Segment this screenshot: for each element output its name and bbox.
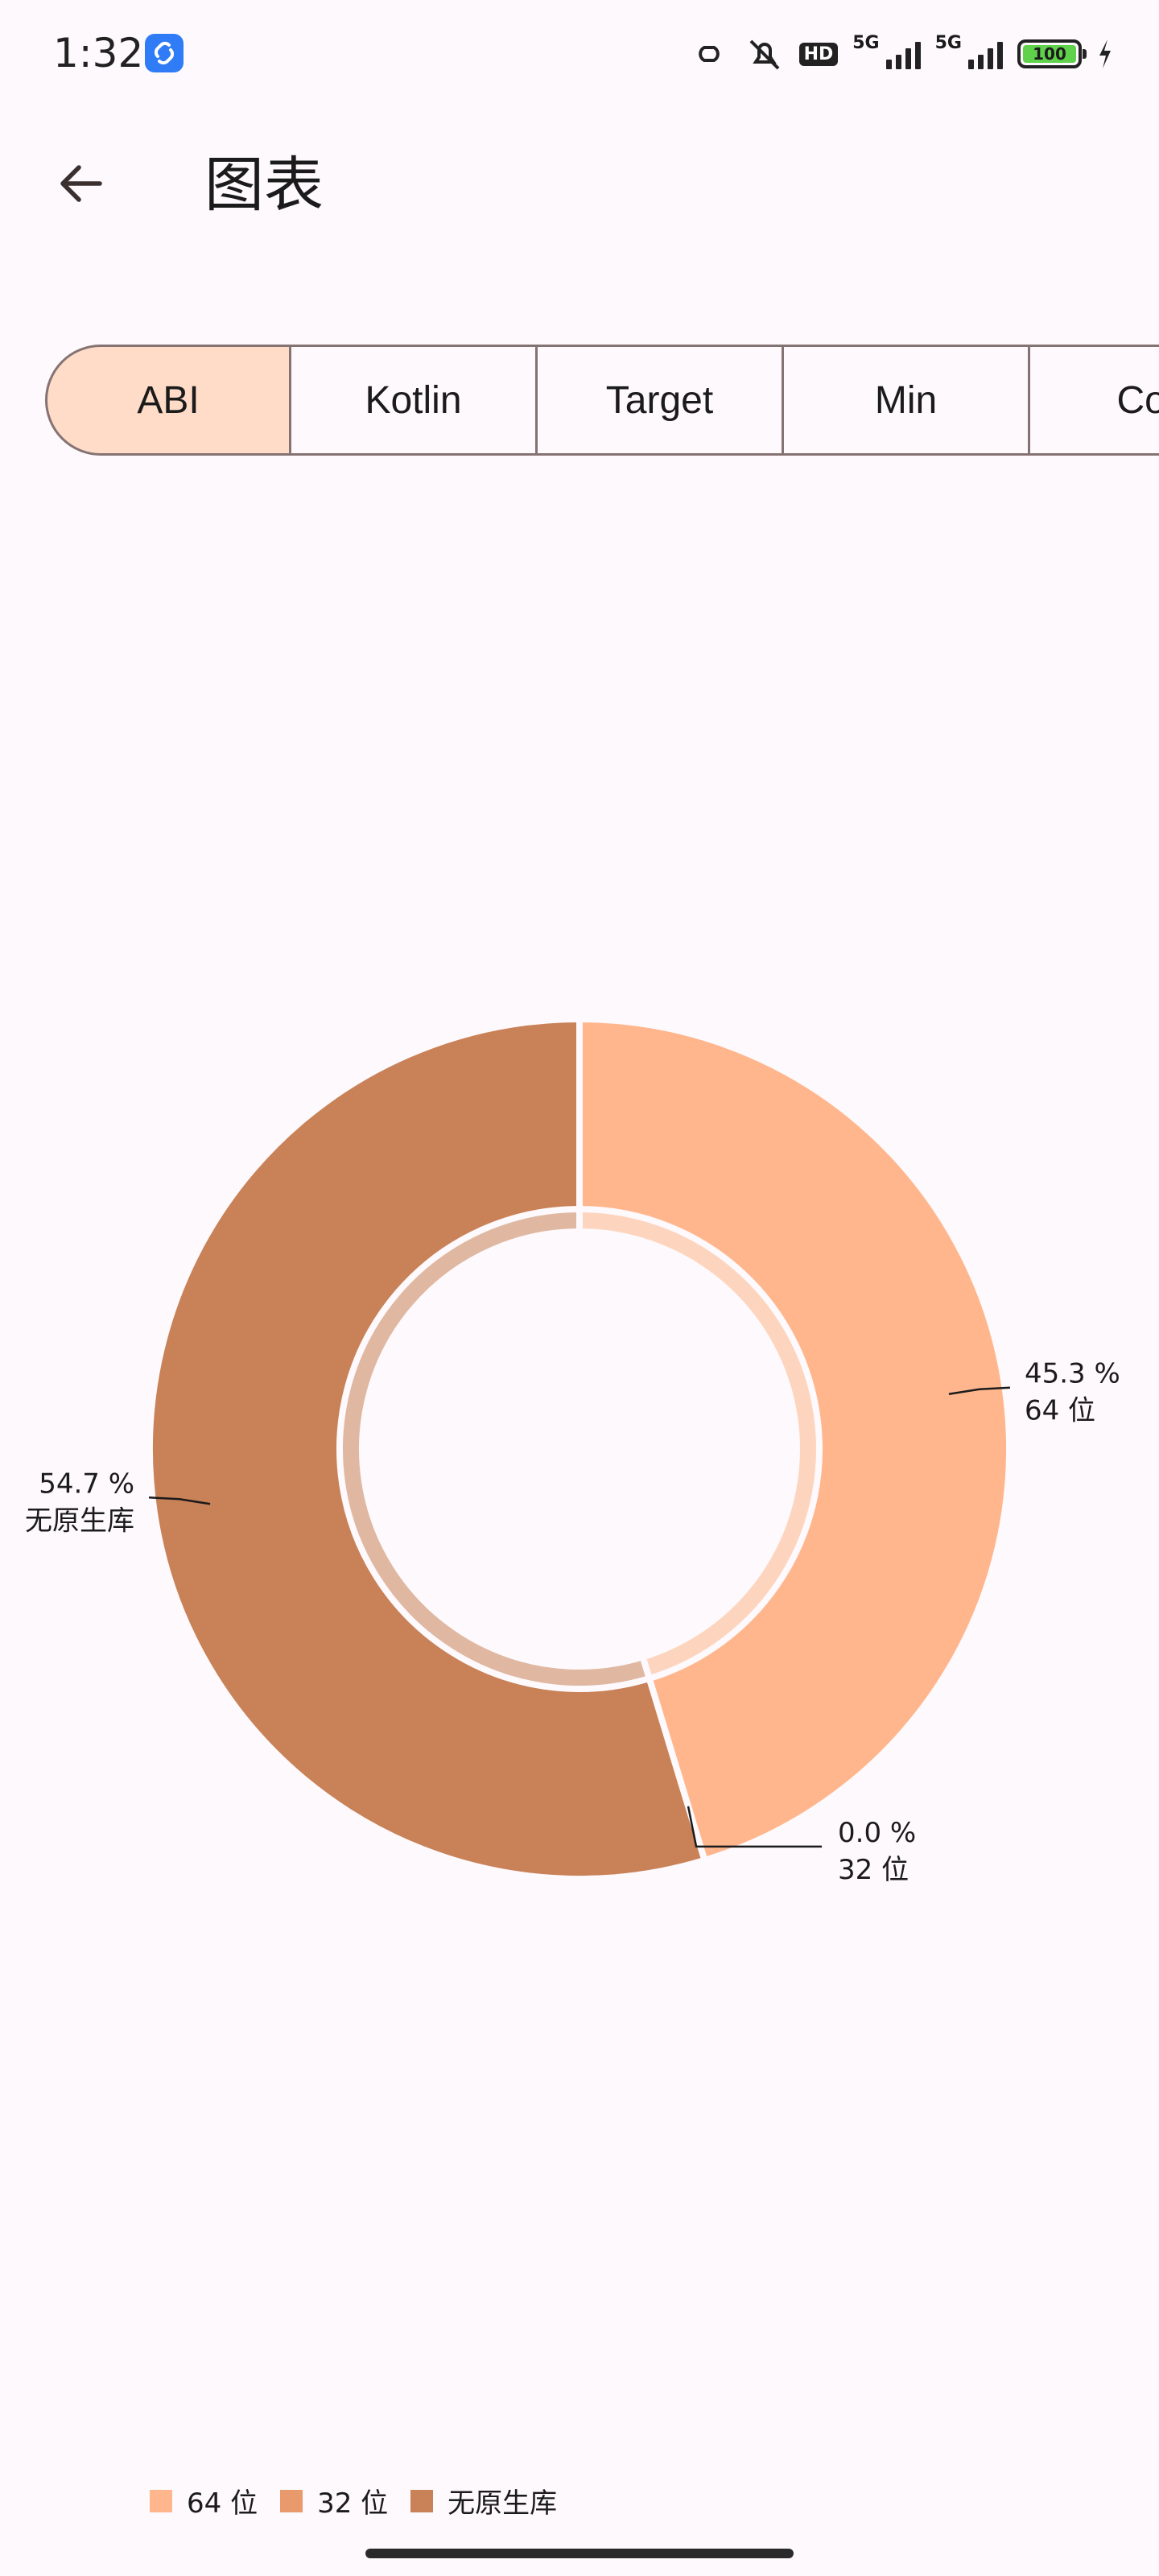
battery-level: 100 <box>1023 44 1076 64</box>
inner-ring-none <box>336 1205 654 1692</box>
legend-label-none: 无原生库 <box>448 2487 558 2520</box>
chart-legend: 64 位 32 位 无原生库 <box>150 2481 557 2520</box>
status-time: 1:32 <box>53 30 144 76</box>
signal-icon <box>885 39 921 69</box>
page-title: 图表 <box>204 151 324 220</box>
data-label-value-32: 0.0 % <box>838 1817 916 1849</box>
legend-item-64: 64 位 <box>150 2481 258 2520</box>
status-icons: HD 5G 5G 100 <box>688 31 1114 77</box>
legend-swatch-64 <box>150 2489 172 2512</box>
data-label-category-64: 64 位 <box>1025 1395 1095 1427</box>
data-label-value-none: 54.7 % <box>39 1468 134 1500</box>
battery-icon: 100 <box>1017 39 1087 68</box>
donut-chart: 45.3 % 64 位 0.0 % 32 位 54.7 % 无原生库 <box>25 1015 1120 1886</box>
arrow-back-icon <box>60 165 102 202</box>
tab-min[interactable]: Min <box>784 345 1030 456</box>
back-button[interactable] <box>47 150 114 217</box>
tab-bar: ABI Kotlin Target Min Con <box>45 345 1159 456</box>
data-label-category-32: 32 位 <box>838 1854 909 1886</box>
charging-icon <box>1099 39 1111 68</box>
tab-abi[interactable]: ABI <box>45 345 291 456</box>
leader-line-none <box>148 1496 211 1505</box>
home-indicator[interactable] <box>365 2549 794 2558</box>
link-icon <box>698 46 720 62</box>
legend-item-none: 无原生库 <box>410 2481 557 2520</box>
tab-con[interactable]: Con <box>1030 345 1159 456</box>
bell-off-icon <box>749 39 779 70</box>
legend-swatch-none <box>410 2489 434 2512</box>
legend-label-64: 64 位 <box>187 2487 258 2520</box>
leader-line-64 <box>948 1386 1011 1395</box>
network-type-label: 5G <box>852 32 880 53</box>
legend-label-32: 32 位 <box>317 2487 389 2520</box>
tab-target[interactable]: Target <box>538 345 784 456</box>
signal-icon-2 <box>968 39 1003 69</box>
legend-item-32: 32 位 <box>280 2481 388 2520</box>
legend-swatch-32 <box>280 2489 303 2512</box>
app-notification-icon <box>145 34 184 72</box>
leader-line-32 <box>687 1806 823 1848</box>
data-label-value-64: 45.3 % <box>1025 1358 1120 1390</box>
network-type-label-2: 5G <box>934 32 962 53</box>
data-label-category-none: 无原生库 <box>25 1505 134 1537</box>
hd-icon: HD <box>798 42 839 66</box>
tab-kotlin[interactable]: Kotlin <box>291 345 538 456</box>
